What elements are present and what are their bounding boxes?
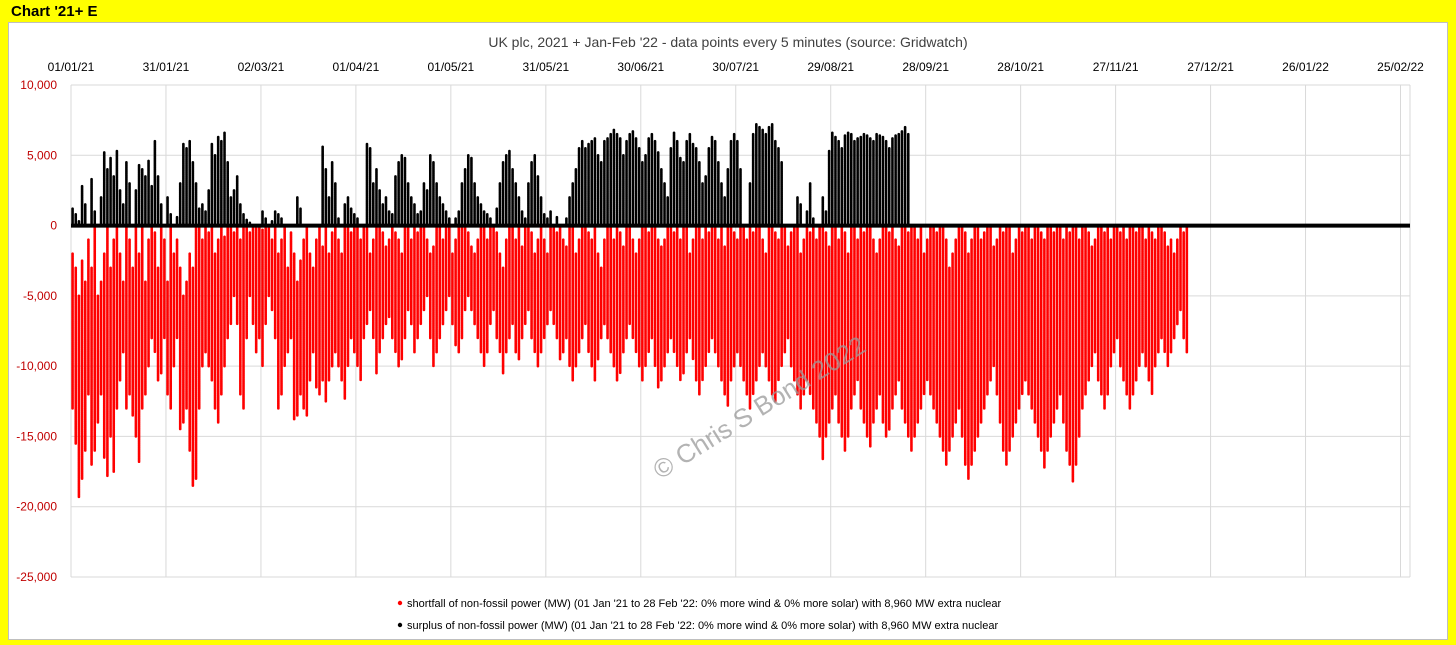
legend-label-shortfall: shortfall of non-fossil power (MW) (01 J… <box>407 598 1002 610</box>
x-tick-label-6: 30/06/21 <box>617 60 664 74</box>
chart-svg: UK plc, 2021 + Jan-Feb '22 - data points… <box>16 34 1425 632</box>
x-tick-label-7: 30/07/21 <box>712 60 759 74</box>
x-tick-label-11: 27/11/21 <box>1093 60 1139 74</box>
x-tick-label-4: 01/05/21 <box>427 60 474 74</box>
x-tick-labels: 01/01/21 31/01/21 02/03/21 01/04/21 01/05/21… <box>48 60 1425 74</box>
y-tick-label-3: -5,000 <box>23 289 57 303</box>
x-tick-label-3: 01/04/21 <box>333 60 380 74</box>
chart-frame: UK plc, 2021 + Jan-Feb '22 - data points… <box>8 22 1448 640</box>
x-tick-label-2: 02/03/21 <box>238 60 285 74</box>
sheet-label: Chart '21+ E <box>11 3 98 20</box>
shortfall-series <box>71 224 1189 499</box>
surplus-series <box>71 123 910 227</box>
legend-label-surplus: surplus of non-fossil power (MW) (01 Jan… <box>407 620 998 632</box>
y-tick-label-7: -25,000 <box>16 570 57 584</box>
x-tick-label-0: 01/01/21 <box>48 60 95 74</box>
legend-marker-shortfall <box>397 600 403 606</box>
x-tick-label-1: 31/01/21 <box>143 60 190 74</box>
x-tick-label-12: 27/12/21 <box>1187 60 1234 74</box>
legend: shortfall of non-fossil power (MW) (01 J… <box>397 598 1002 632</box>
y-tick-label-4: -10,000 <box>16 359 57 373</box>
x-tick-label-13: 26/01/22 <box>1282 60 1329 74</box>
x-tick-label-10: 28/10/21 <box>997 60 1044 74</box>
x-tick-label-14: 25/02/22 <box>1377 60 1424 74</box>
y-tick-label-1: 5,000 <box>27 148 57 162</box>
chart-title: UK plc, 2021 + Jan-Feb '22 - data points… <box>488 34 967 50</box>
x-tick-label-5: 31/05/21 <box>522 60 569 74</box>
y-tick-label-6: -20,000 <box>16 500 57 514</box>
legend-marker-surplus <box>397 622 403 628</box>
y-tick-label-0: 10,000 <box>20 78 57 92</box>
y-tick-label-5: -15,000 <box>16 429 57 443</box>
x-tick-label-9: 28/09/21 <box>902 60 949 74</box>
y-tick-labels: 10,000 5,000 0 -5,000 -10,000 -15,000 -20,000 -… <box>16 78 57 584</box>
x-tick-label-8: 29/08/21 <box>807 60 854 74</box>
y-tick-label-2: 0 <box>50 219 57 233</box>
